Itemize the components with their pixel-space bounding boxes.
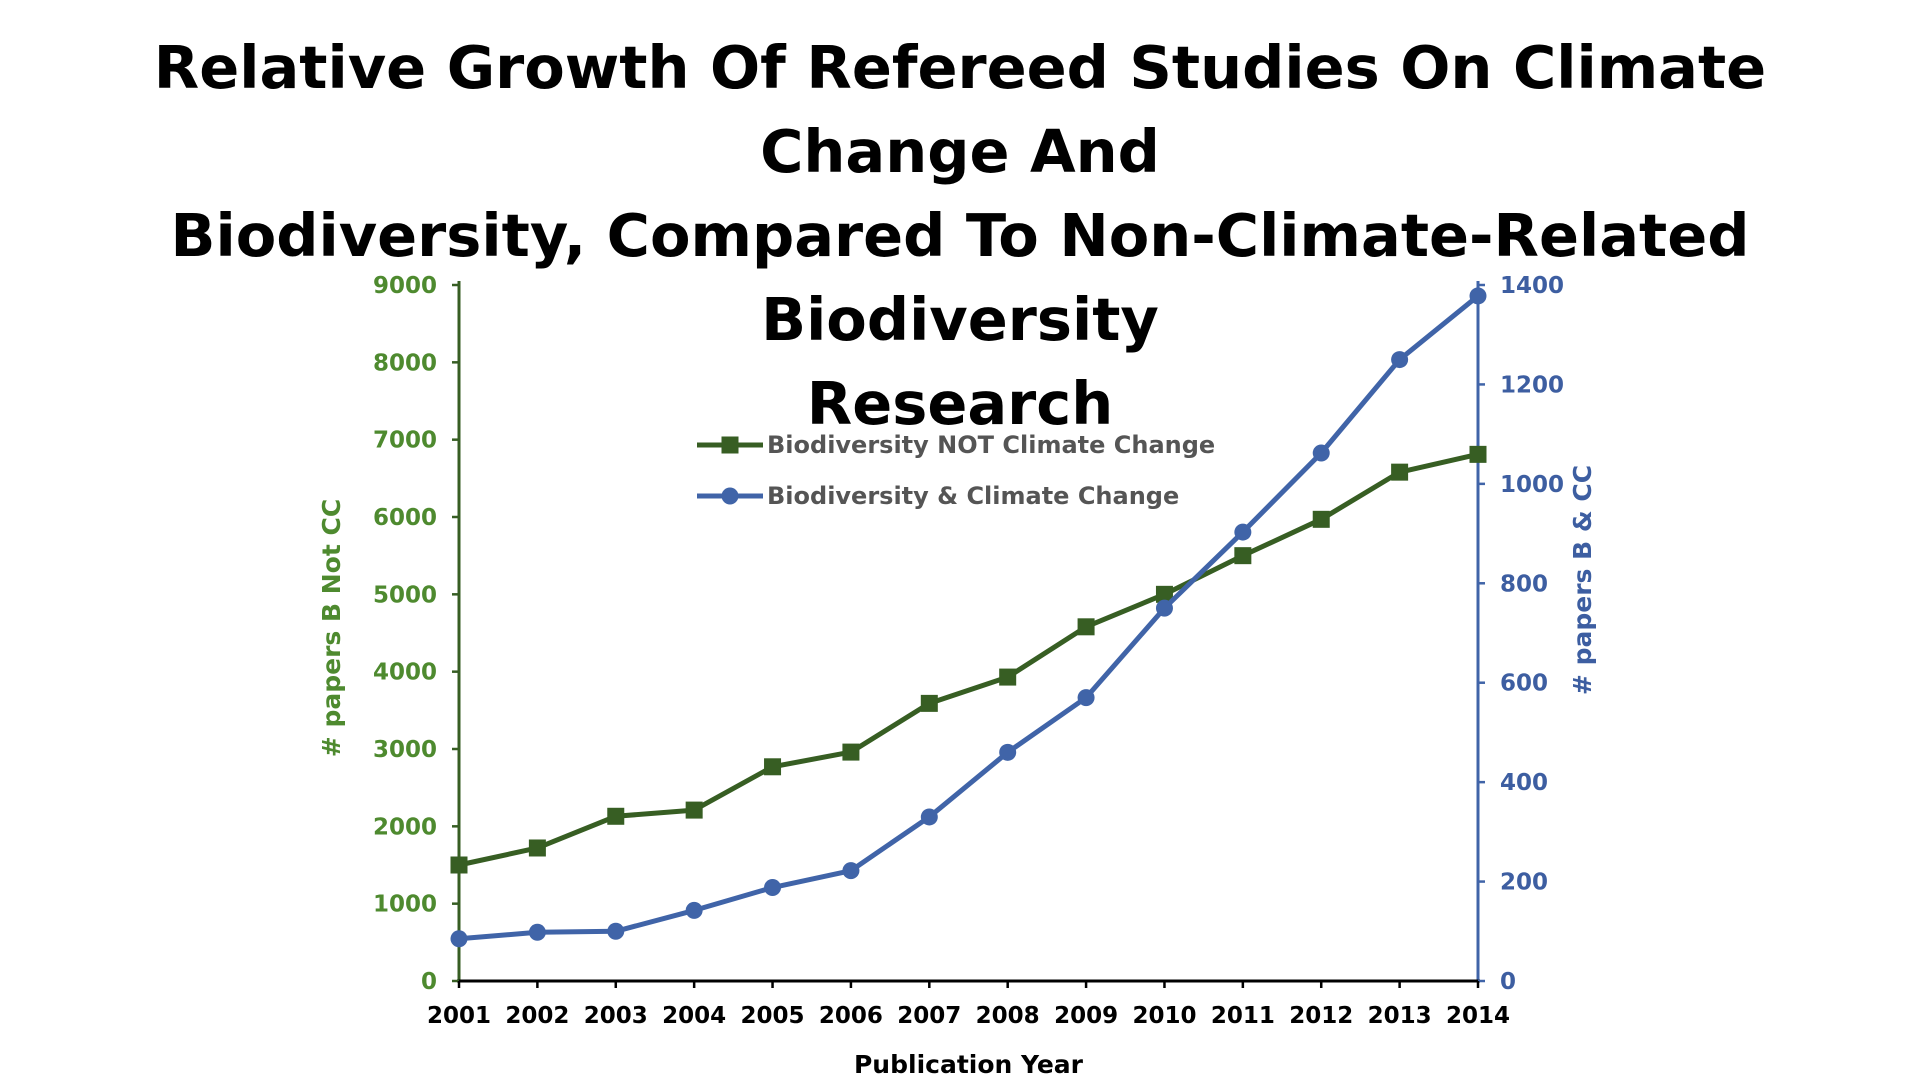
series-biodiversity-and-cc — [450, 287, 1487, 948]
data-point-square — [1469, 445, 1487, 463]
data-point-square — [842, 743, 860, 761]
chart-title-line-3: Research — [806, 369, 1114, 438]
left-y-tick-label: 7000 — [373, 428, 437, 454]
data-point-square — [450, 856, 468, 874]
x-tick-label: 2014 — [1446, 1003, 1510, 1029]
right-y-tick-label: 1200 — [1500, 372, 1564, 398]
right-y-axis-title: # papers B & CC — [1568, 465, 1597, 695]
series-line — [458, 293, 1480, 942]
left-y-tick-label: 0 — [421, 969, 437, 995]
left-y-tick-label: 8000 — [373, 350, 437, 376]
left-y-axis-title: # papers B Not CC — [317, 499, 346, 757]
data-point-circle — [842, 862, 860, 880]
legend-item: Biodiversity NOT Climate Change — [697, 431, 1215, 459]
data-point-square — [999, 668, 1017, 686]
legend-label: Biodiversity & Climate Change — [767, 482, 1179, 510]
data-point-square — [1077, 618, 1095, 636]
data-point-square — [1391, 463, 1409, 481]
data-point-circle — [764, 879, 782, 897]
data-point-square — [528, 839, 546, 857]
x-tick-label: 2010 — [1132, 1003, 1196, 1029]
left-y-tick-label: 9000 — [373, 273, 437, 299]
x-tick-label: 2013 — [1368, 1003, 1432, 1029]
right-y-tick-label: 800 — [1500, 571, 1548, 597]
data-point-circle — [528, 923, 546, 941]
x-tick-label: 2005 — [741, 1003, 805, 1029]
left-y-tick-label: 1000 — [373, 892, 437, 918]
x-tick-label: 2008 — [976, 1003, 1040, 1029]
series-biodiversity-not-cc — [450, 445, 1487, 874]
data-point-circle — [607, 922, 625, 940]
data-point-circle — [999, 743, 1017, 761]
series — [450, 287, 1487, 948]
legend-label: Biodiversity NOT Climate Change — [767, 431, 1215, 459]
data-point-circle — [1469, 287, 1487, 305]
right-y-tick-label: 0 — [1500, 969, 1516, 995]
legend: Biodiversity NOT Climate Change Biodivers… — [697, 431, 1215, 510]
data-point-circle — [1234, 523, 1252, 541]
data-point-square — [764, 758, 782, 776]
x-axis-title: Publication Year — [854, 1050, 1084, 1079]
right-y-tick-label: 1000 — [1500, 472, 1564, 498]
ticks: 0 1000 2000 3000 4000 5000 6000 7000 8000 9000 0 20… — [373, 273, 1564, 1029]
axes — [457, 281, 1480, 983]
data-point-circle — [920, 808, 938, 826]
left-y-tick-label: 5000 — [373, 582, 437, 608]
x-tick-label: 2004 — [662, 1003, 726, 1029]
left-y-tick-label: 3000 — [373, 737, 437, 763]
left-y-tick-label: 4000 — [373, 660, 437, 686]
data-point-circle — [1312, 444, 1330, 462]
right-y-tick-label: 600 — [1500, 671, 1548, 697]
data-point-square — [1155, 585, 1173, 603]
x-tick-label: 2001 — [427, 1003, 491, 1029]
data-point-circle — [450, 930, 468, 948]
left-y-tick-label: 6000 — [373, 505, 437, 531]
right-y-tick-label: 200 — [1500, 870, 1548, 896]
left-y-tick-label: 2000 — [373, 814, 437, 840]
data-point-circle — [1155, 599, 1173, 617]
legend-marker-square — [721, 436, 739, 454]
right-y-tick-label: 1400 — [1500, 273, 1564, 299]
data-point-circle — [1077, 689, 1095, 707]
x-tick-label: 2011 — [1211, 1003, 1275, 1029]
x-tick-label: 2002 — [505, 1003, 569, 1029]
legend-item: Biodiversity & Climate Change — [697, 482, 1179, 510]
data-point-square — [1312, 510, 1330, 528]
x-tick-label: 2006 — [819, 1003, 883, 1029]
chart-title: Relative Growth Of Refereed Studies On C… — [40, 26, 1880, 446]
x-tick-label: 2003 — [584, 1003, 648, 1029]
data-point-square — [920, 694, 938, 712]
data-point-circle — [1391, 351, 1409, 369]
x-tick-label: 2009 — [1054, 1003, 1118, 1029]
data-point-circle — [685, 901, 703, 919]
data-point-square — [607, 807, 625, 825]
chart-title-line-2: Biodiversity, Compared To Non-Climate-Re… — [170, 201, 1750, 354]
series-line — [458, 451, 1479, 868]
x-tick-label: 2007 — [897, 1003, 961, 1029]
right-y-tick-label: 400 — [1500, 770, 1548, 796]
data-point-square — [1234, 547, 1252, 565]
x-tick-label: 2012 — [1289, 1003, 1353, 1029]
data-point-square — [685, 801, 703, 819]
chart-title-line-1: Relative Growth Of Refereed Studies On C… — [153, 33, 1767, 186]
legend-marker-circle — [721, 487, 739, 505]
